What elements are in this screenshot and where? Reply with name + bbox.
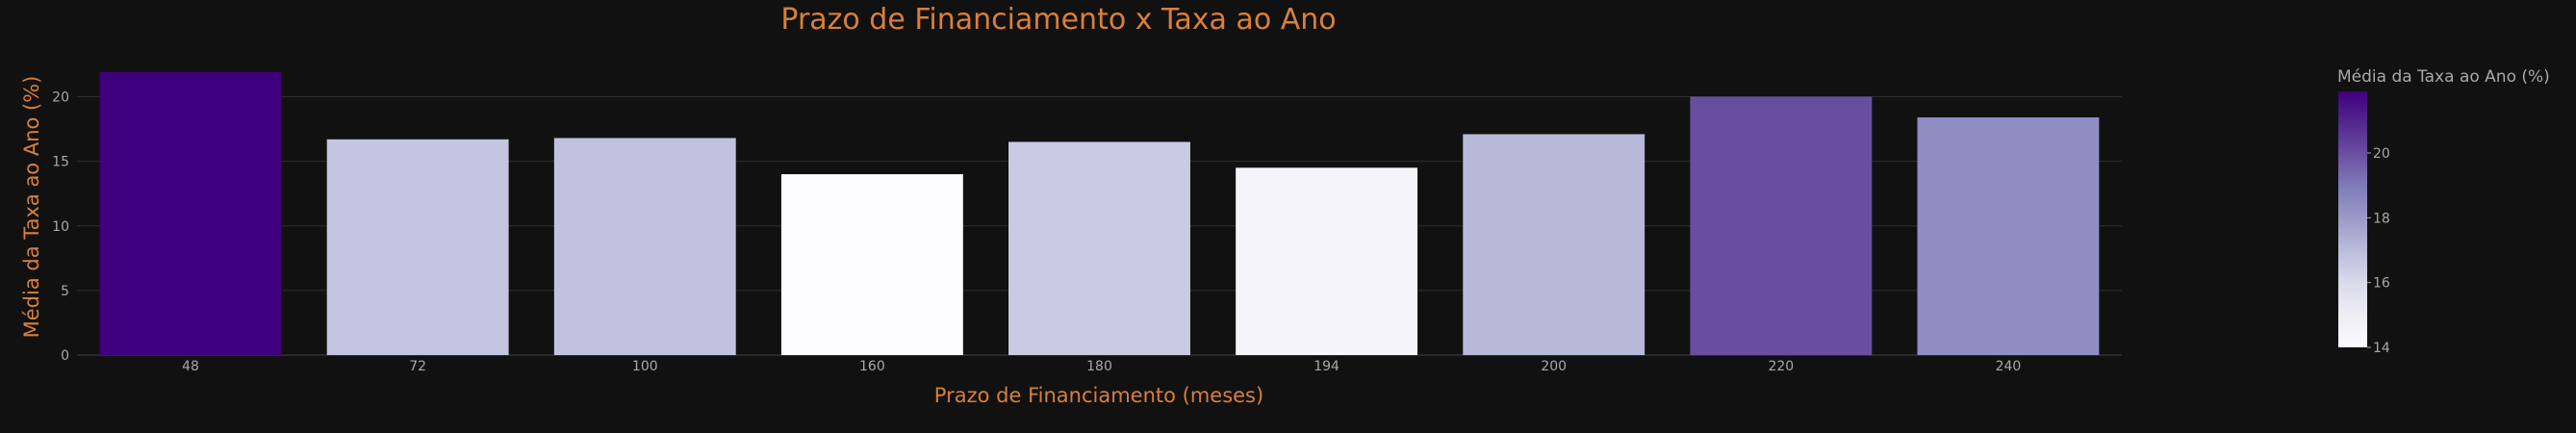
colorbar-gradient [2338, 91, 2367, 347]
y-tick-label: 15 [52, 155, 69, 170]
y-tick-label: 5 [61, 284, 69, 299]
x-tick-label: 160 [859, 359, 885, 374]
x-tick-label: 100 [632, 359, 658, 374]
bar [1236, 167, 1418, 355]
y-tick-label: 0 [61, 348, 69, 364]
bar [1008, 141, 1190, 355]
x-tick-label: 180 [1086, 359, 1112, 374]
x-tick-label: 72 [409, 359, 426, 374]
bar [326, 139, 509, 355]
bar [1690, 96, 1873, 356]
colorbar-title: Média da Taxa ao Ano (%) [2337, 67, 2550, 87]
x-tick-label: 220 [1768, 359, 1794, 374]
colorbar-tick-label: 18 [2373, 211, 2390, 226]
bars [99, 72, 2100, 356]
bar [1463, 134, 1645, 355]
y-axis-title: Média da Taxa ao Ano (%) [20, 76, 43, 339]
x-tick-label: 200 [1541, 359, 1567, 374]
colorbar: Média da Taxa ao Ano (%) 14 16 18 20 [2337, 67, 2550, 356]
x-axis-title: Prazo de Financiamento (meses) [934, 384, 1263, 407]
bar [780, 174, 963, 355]
colorbar-tick-label: 20 [2373, 146, 2390, 162]
bar [99, 72, 282, 355]
bar [1917, 116, 2100, 355]
y-tick-label: 10 [52, 219, 69, 235]
x-tick-label: 194 [1314, 359, 1339, 374]
colorbar-tick-label: 16 [2373, 276, 2390, 292]
y-tick-label: 20 [52, 90, 69, 106]
chart-title: Prazo de Financiamento x Taxa ao Ano [780, 3, 1336, 37]
colorbar-tick-label: 14 [2373, 341, 2390, 356]
bar [553, 138, 736, 355]
x-tick-label: 48 [182, 359, 199, 374]
axes: 0 5 10 15 20 48 72 100 160 180 194 200 220 240 [52, 90, 2021, 374]
x-tick-label: 240 [1996, 359, 2022, 374]
